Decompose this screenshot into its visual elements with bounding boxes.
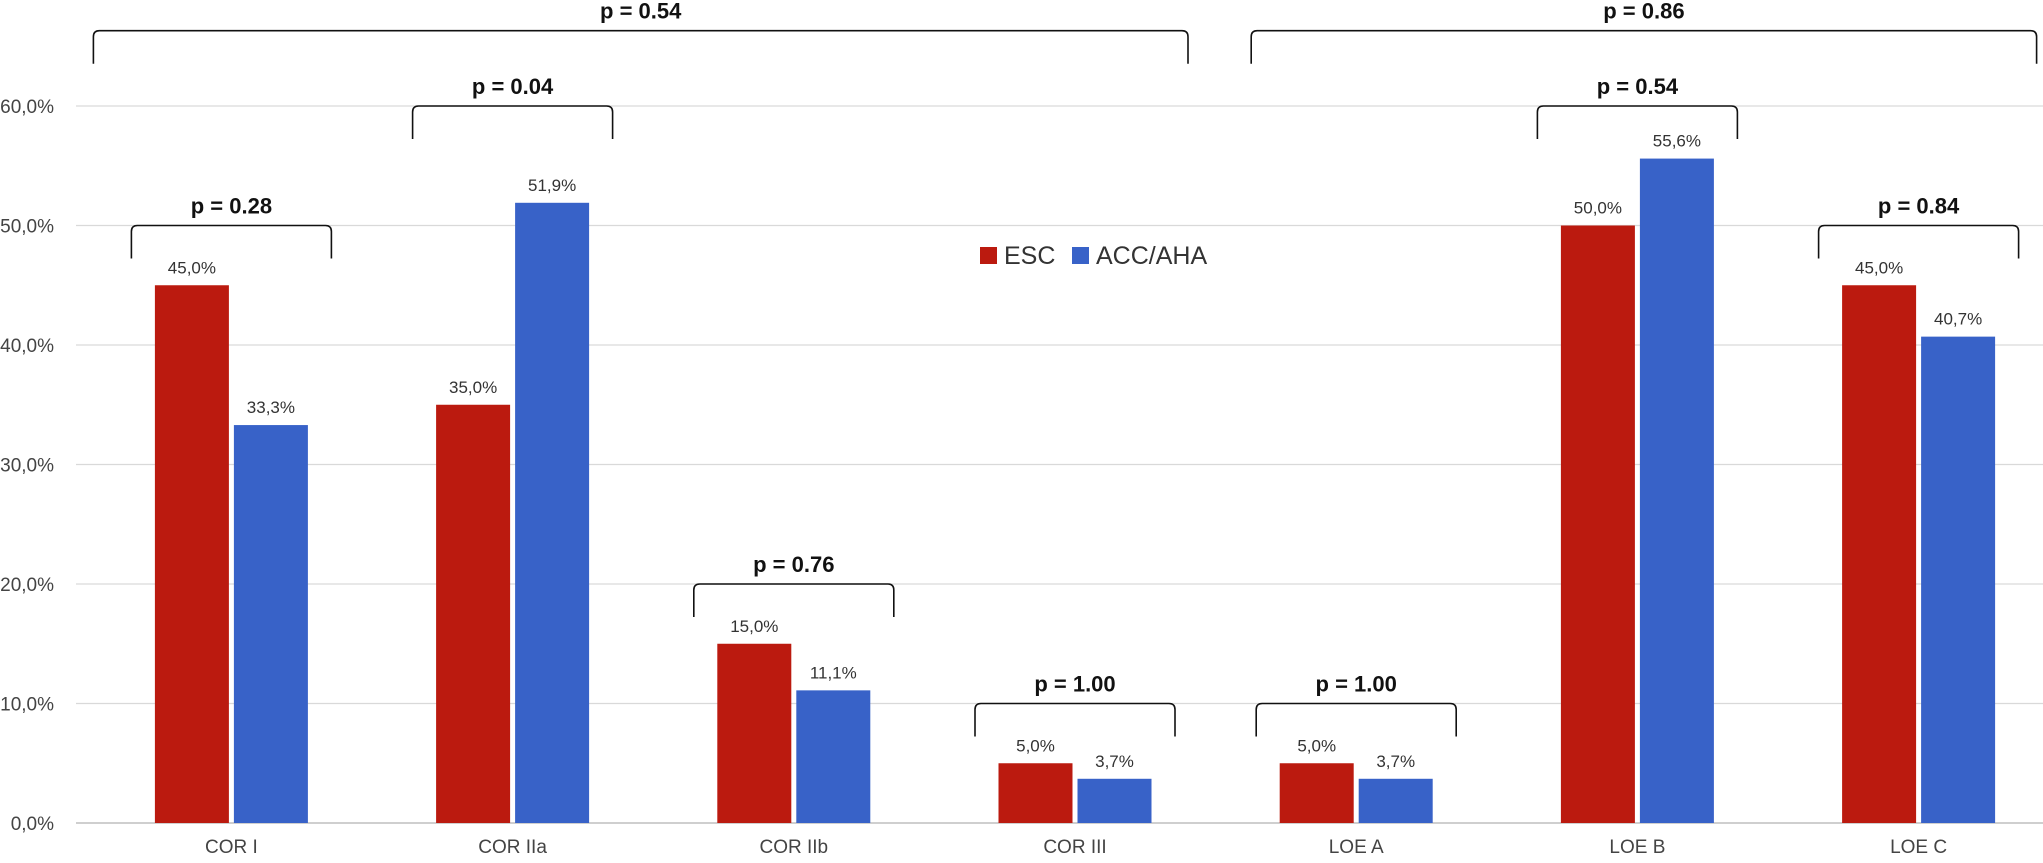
y-tick-label: 30,0% bbox=[0, 456, 54, 477]
bar-esc-cor-iib bbox=[717, 643, 792, 823]
data-label: 51,9% bbox=[528, 176, 576, 195]
p-value-label: p = 1.00 bbox=[1034, 672, 1115, 697]
bar-esc-cor-iia bbox=[436, 404, 511, 823]
p-value-label: p = 0.28 bbox=[191, 194, 272, 219]
p-value-label: p = 0.86 bbox=[1603, 0, 1684, 24]
bar-acc-aha-loe-c bbox=[1921, 336, 1996, 823]
y-tick-label: 40,0% bbox=[0, 336, 54, 357]
p-value-label: p = 1.00 bbox=[1316, 672, 1397, 697]
bar-acc-aha-loe-a bbox=[1358, 778, 1433, 823]
data-label: 11,1% bbox=[810, 663, 857, 682]
data-label: 5,0% bbox=[1016, 736, 1055, 755]
data-label: 3,7% bbox=[1376, 752, 1415, 771]
p-value-label: p = 0.76 bbox=[753, 552, 834, 577]
p-value-label: p = 0.54 bbox=[600, 0, 682, 24]
bar-acc-aha-cor-iib bbox=[796, 690, 871, 823]
data-label: 15,0% bbox=[730, 617, 778, 636]
category-label: LOE C bbox=[1890, 837, 1947, 858]
data-label: 55,6% bbox=[1653, 132, 1701, 151]
y-tick-label: 10,0% bbox=[0, 695, 54, 716]
data-label: 33,3% bbox=[247, 398, 295, 417]
data-label: 35,0% bbox=[449, 378, 497, 397]
bars bbox=[154, 158, 1996, 824]
significance-bracket bbox=[411, 105, 614, 139]
y-tick-label: 50,0% bbox=[0, 217, 54, 238]
data-label: 45,0% bbox=[1855, 258, 1903, 277]
gridlines bbox=[76, 105, 2043, 824]
category-label: COR I bbox=[205, 837, 258, 858]
y-axis-tick-labels: 0,0% 10,0% 20,0% 30,0% 40,0% 50,0% 60,0% bbox=[0, 97, 54, 835]
p-value-label: p = 0.54 bbox=[1597, 74, 1679, 99]
significance-bracket bbox=[130, 224, 333, 259]
bar-acc-aha-cor-i bbox=[233, 425, 308, 823]
bar-acc-aha-loe-b bbox=[1639, 158, 1714, 823]
x-axis-category-labels: COR I COR IIa COR IIb COR III LOE A LOE B LOE … bbox=[205, 837, 1947, 858]
bar-acc-aha-cor-iii bbox=[1077, 778, 1152, 823]
legend-label: ACC/AHA bbox=[1096, 242, 1207, 270]
y-tick-label: 0,0% bbox=[11, 814, 54, 835]
legend-swatch bbox=[1072, 247, 1089, 264]
y-tick-label: 60,0% bbox=[0, 97, 54, 118]
data-labels: 45,0% 33,3% 35,0% 51,9% 15,0% 11,1% 5,0% 3,7% 5,… bbox=[168, 132, 1982, 771]
legend-swatch bbox=[980, 247, 997, 264]
significance-bracket bbox=[974, 702, 1176, 737]
category-label: COR IIa bbox=[478, 837, 547, 858]
p-value-label: p = 0.04 bbox=[472, 74, 554, 99]
bar-acc-aha-cor-iia bbox=[515, 202, 590, 824]
significance-bracket bbox=[92, 29, 1189, 64]
significance-bracket bbox=[1250, 29, 2038, 64]
category-label: COR IIb bbox=[759, 837, 828, 858]
y-tick-label: 20,0% bbox=[0, 575, 54, 596]
category-label: LOE B bbox=[1609, 837, 1665, 858]
category-label: LOE A bbox=[1329, 837, 1384, 858]
bar-esc-loe-c bbox=[1842, 285, 1917, 823]
data-label: 45,0% bbox=[168, 258, 216, 277]
data-label: 5,0% bbox=[1297, 736, 1336, 755]
data-label: 40,7% bbox=[1934, 310, 1982, 329]
significance-bracket bbox=[1817, 224, 2020, 259]
legend: ESC ACC/AHA bbox=[980, 242, 1207, 270]
significance-bracket bbox=[1255, 702, 1457, 737]
bar-esc-cor-iii bbox=[998, 763, 1073, 823]
legend-label: ESC bbox=[1004, 242, 1055, 270]
p-value-label: p = 0.84 bbox=[1878, 194, 1960, 219]
data-label: 3,7% bbox=[1095, 752, 1134, 771]
significance-bracket bbox=[693, 583, 895, 617]
category-label: COR III bbox=[1043, 837, 1106, 858]
significance-bracket bbox=[1536, 105, 1739, 139]
bar-esc-cor-i bbox=[154, 285, 229, 823]
bar-esc-loe-b bbox=[1560, 225, 1635, 823]
data-label: 50,0% bbox=[1574, 199, 1622, 218]
significance-brackets: p = 0.28 p = 0.04 p = 0.76 p = 1.00 p = 1.00… bbox=[92, 0, 2038, 737]
bar-esc-loe-a bbox=[1279, 763, 1354, 823]
